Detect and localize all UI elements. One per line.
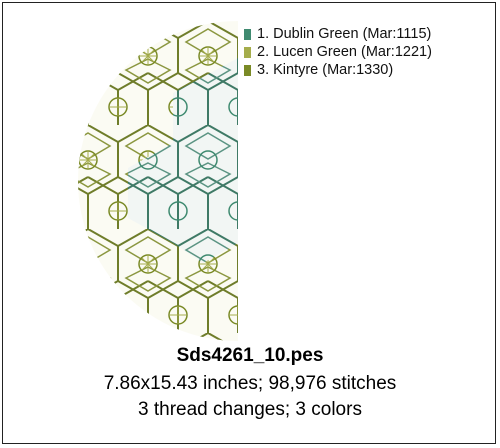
thread-swatch: [244, 47, 251, 58]
file-name: Sds4261_10.pes: [3, 345, 497, 367]
thread-legend: 1. Dublin Green (Mar:1115)2. Lucen Green…: [244, 25, 432, 79]
thread-swatch: [244, 29, 251, 40]
thread-label: 3. Kintyre (Mar:1330): [257, 61, 393, 79]
embroidery-design: [73, 18, 243, 348]
size-info: 7.86x15.43 inches; 98,976 stitches: [3, 373, 497, 395]
thread-item: 3. Kintyre (Mar:1330): [244, 61, 432, 79]
thread-label: 2. Lucen Green (Mar:1221): [257, 43, 432, 61]
design-card: 1. Dublin Green (Mar:1115)2. Lucen Green…: [2, 2, 496, 444]
thread-info: 3 thread changes; 3 colors: [3, 399, 497, 421]
thread-label: 1. Dublin Green (Mar:1115): [257, 25, 431, 43]
thread-item: 1. Dublin Green (Mar:1115): [244, 25, 432, 43]
thread-item: 2. Lucen Green (Mar:1221): [244, 43, 432, 61]
thread-swatch: [244, 65, 251, 76]
